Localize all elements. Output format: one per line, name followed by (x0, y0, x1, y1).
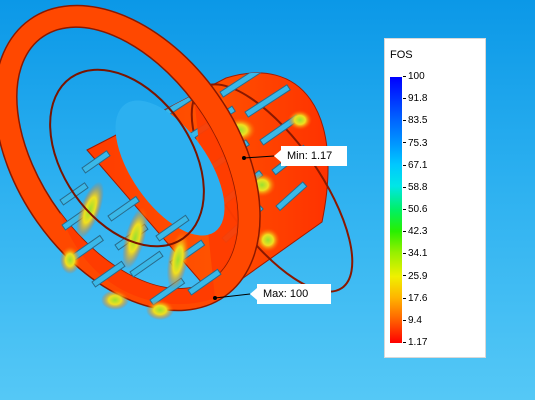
legend-tick-label: 75.3 (403, 138, 427, 150)
legend-tick-label: 17.6 (403, 293, 427, 305)
cylinder-opening (115, 100, 225, 236)
legend-tick-label: 58.8 (403, 182, 427, 194)
legend-tick-label: 1.17 (403, 337, 427, 349)
legend-tick-label: 50.6 (403, 204, 427, 216)
min-marker (242, 156, 246, 160)
legend-title: FOS (390, 49, 413, 61)
min-leader-line (243, 155, 275, 159)
legend-tick-label: 25.9 (403, 271, 427, 283)
cylinder-front-rim (49, 68, 205, 248)
legend-tick-label: 83.5 (403, 115, 427, 127)
legend-tick-label: 9.4 (403, 315, 422, 327)
legend-tick-label: 67.1 (403, 160, 427, 172)
fos-legend: FOS 100 91.8 83.5 75.3 67.1 58.8 50.6 42.3 34.1 2… (384, 38, 486, 358)
legend-tick-label: 100 (403, 71, 425, 83)
interior-hotspots (60, 181, 190, 320)
legend-tick-label: 34.1 (403, 248, 427, 260)
max-callout: Max: 100 (250, 284, 331, 304)
min-callout: Min: 1.17 (274, 146, 347, 166)
max-leader-line (214, 293, 251, 299)
legend-color-bar (390, 77, 402, 343)
legend-tick-label: 42.3 (403, 226, 427, 238)
legend-tick-label: 91.8 (403, 93, 427, 105)
max-marker (213, 296, 217, 300)
